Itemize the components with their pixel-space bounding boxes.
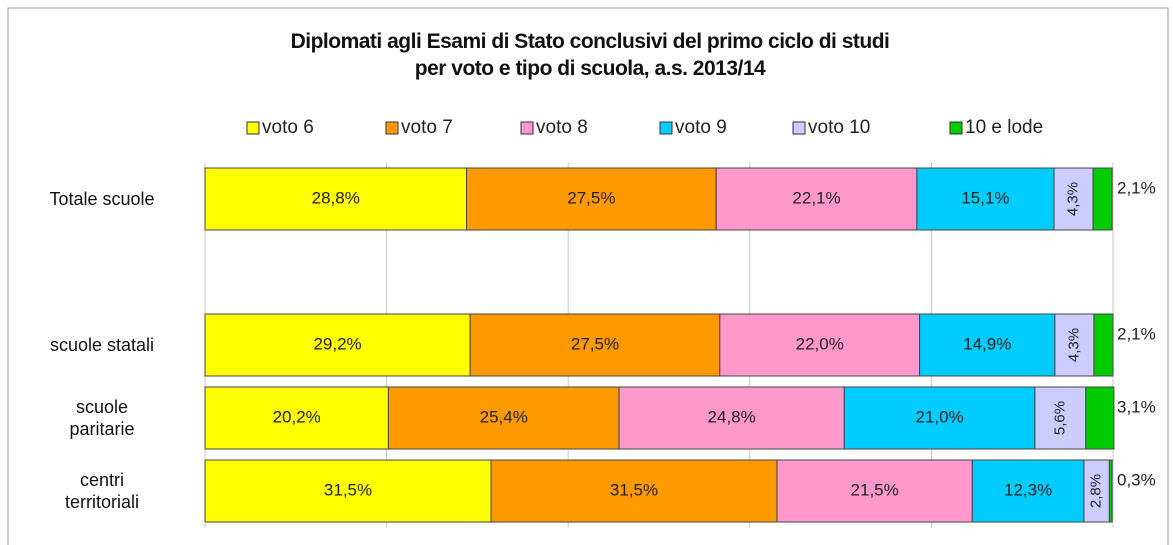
y-tick-label: scuole statali	[49, 335, 155, 355]
data-label: 29,2%	[313, 334, 361, 353]
bar-segment	[387, 386, 620, 450]
legend-swatch	[792, 121, 806, 135]
data-label: 12,3%	[1004, 480, 1052, 499]
legend-swatch	[520, 121, 534, 135]
data-label: 22,0%	[796, 334, 844, 353]
data-label: 20,2%	[273, 407, 321, 426]
y-tick-label: Totale scuole	[49, 189, 155, 209]
data-label: 4,3%	[1065, 328, 1082, 362]
data-label: 0,3%	[1117, 470, 1156, 489]
data-label: 21,5%	[851, 480, 899, 499]
legend-label: voto 8	[536, 117, 588, 138]
data-label: 14,9%	[963, 334, 1011, 353]
bar-segment	[1092, 167, 1113, 231]
data-label: 2,1%	[1117, 324, 1156, 343]
legend-label: 10 e lode	[965, 117, 1043, 138]
data-label: 5,6%	[1051, 401, 1068, 435]
bar-segment	[1054, 313, 1095, 377]
bar-segment	[466, 167, 717, 231]
legend-label: voto 10	[808, 117, 870, 138]
bar-segment	[1108, 459, 1113, 523]
bar-segment	[1085, 386, 1115, 450]
data-label: 27,5%	[567, 188, 615, 207]
data-label: 4,3%	[1064, 182, 1081, 216]
data-label: 31,5%	[324, 480, 372, 499]
bar-segment	[719, 313, 921, 377]
bar-segment	[469, 313, 721, 377]
bar-segment	[204, 167, 468, 231]
legend-label: voto 6	[262, 117, 314, 138]
bar-segment	[618, 386, 845, 450]
data-label: 25,4%	[480, 407, 528, 426]
y-tick-label: centri territoriali	[64, 470, 139, 512]
data-label: 21,0%	[915, 407, 963, 426]
data-label: 2,8%	[1088, 474, 1105, 508]
legend-swatch	[949, 121, 963, 135]
legend-swatch	[659, 121, 673, 135]
bar-segment	[1034, 386, 1087, 450]
chart-title: Diplomati agli Esami di Stato conclusivi…	[290, 30, 890, 80]
legend-swatch	[385, 121, 399, 135]
legend-swatch	[246, 121, 260, 135]
bar-segment	[1053, 167, 1094, 231]
bar-segment	[204, 386, 389, 450]
data-label: 31,5%	[610, 480, 658, 499]
bar-segment	[971, 459, 1085, 523]
bar-segment	[919, 313, 1056, 377]
bar-segment	[843, 386, 1036, 450]
bar-segment	[1083, 459, 1110, 523]
bar-segment	[490, 459, 778, 523]
bar-segment	[1093, 313, 1114, 377]
bar-segment	[204, 459, 492, 523]
chart-frame	[7, 7, 1169, 545]
legend-label: voto 9	[675, 117, 727, 138]
data-label: 2,1%	[1117, 178, 1156, 197]
data-label: 15,1%	[961, 188, 1009, 207]
data-label: 22,1%	[792, 188, 840, 207]
data-label: 27,5%	[571, 334, 619, 353]
y-tick-label: scuole paritarie	[69, 397, 135, 439]
data-label: 3,1%	[1117, 397, 1156, 416]
data-label: 24,8%	[708, 407, 756, 426]
legend-label: voto 7	[401, 117, 453, 138]
bar-segment	[204, 313, 471, 377]
bar-segment	[776, 459, 973, 523]
bar-segment	[916, 167, 1055, 231]
data-label: 28,8%	[312, 188, 360, 207]
